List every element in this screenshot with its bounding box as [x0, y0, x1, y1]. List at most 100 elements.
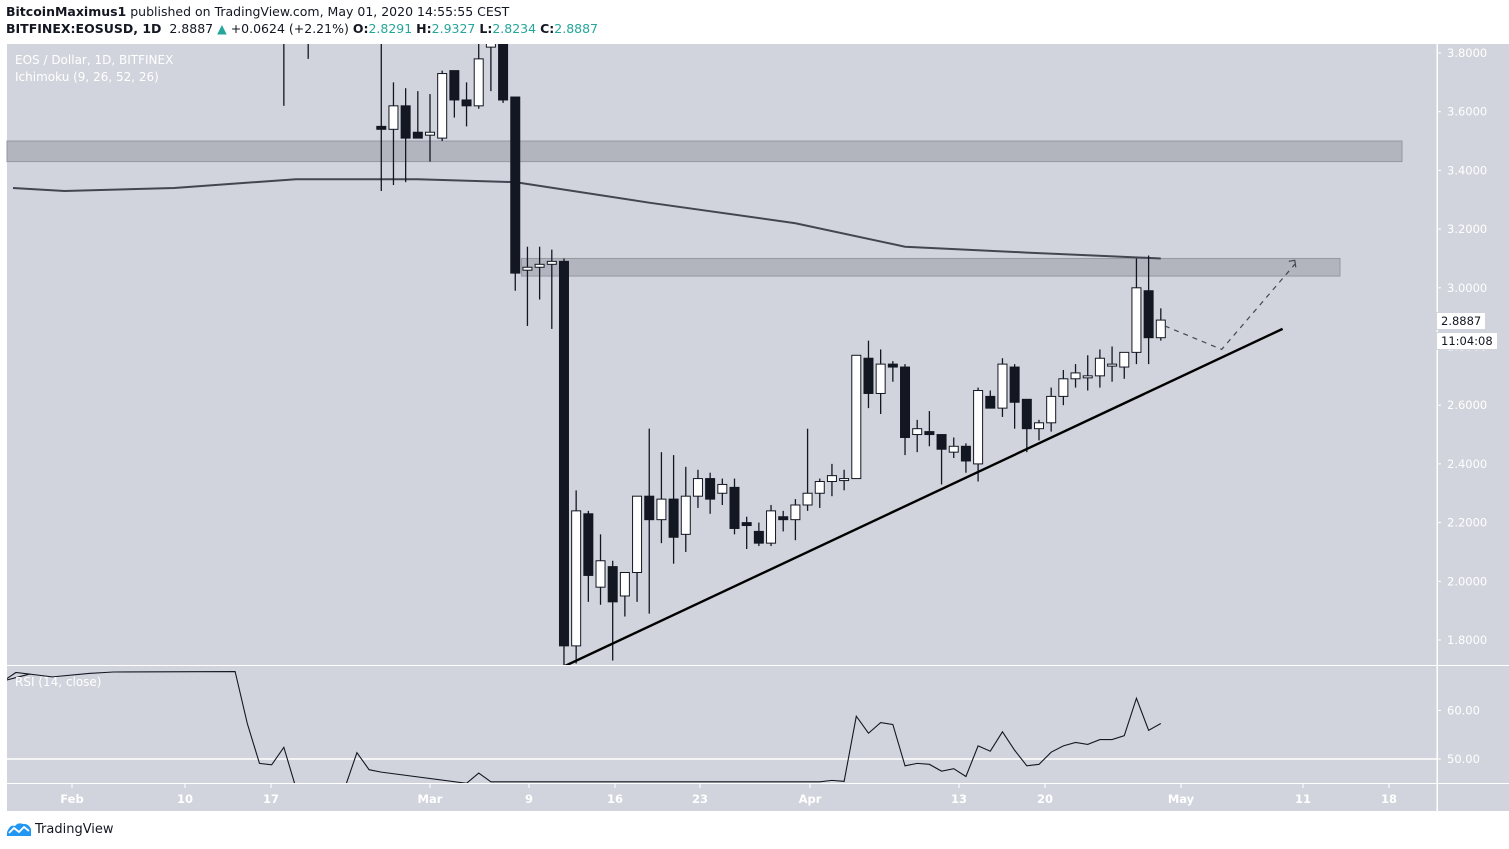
- symbol-label: BITFINEX:EOSUSD, 1D: [6, 21, 162, 36]
- brand-name: TradingView: [35, 821, 114, 837]
- time-tick-label: 16: [607, 792, 623, 806]
- time-tick-label: 20: [1037, 792, 1053, 806]
- candle-body: [1058, 378, 1069, 397]
- candle: [558, 258, 569, 665]
- candle-body: [498, 44, 509, 101]
- candle-body: [680, 495, 691, 535]
- projection-path: [1164, 263, 1296, 351]
- candle: [680, 466, 691, 552]
- candle-body: [668, 498, 679, 538]
- candle-body: [595, 560, 606, 588]
- candle-body: [522, 266, 533, 271]
- candle: [887, 361, 898, 382]
- candle: [485, 44, 496, 92]
- candle: [948, 437, 959, 459]
- high-value: 2.9327: [431, 21, 476, 36]
- candle: [1131, 258, 1142, 365]
- candle-body: [717, 483, 728, 494]
- candle: [1155, 308, 1166, 341]
- high-label: H:: [416, 21, 432, 36]
- time-axis[interactable]: Feb 10 17 Mar 9 16 23 Apr 13 20 May 11 18: [60, 784, 1397, 806]
- candle-body: [619, 571, 630, 597]
- rsi-legend[interactable]: RSI (14, close): [15, 675, 102, 689]
- rsi-axis[interactable]: 60.00 50.00: [1437, 703, 1480, 766]
- resistance-zone-upper: [6, 140, 1403, 163]
- candle-body: [461, 99, 472, 107]
- projection-arrow-icon: [1288, 259, 1297, 268]
- symbol-info-bar: BITFINEX:EOSUSD, 1D 2.8887 ▲ +0.0624 (+2…: [6, 21, 598, 36]
- low-label: L:: [479, 21, 493, 36]
- candle-body: [644, 495, 655, 521]
- candle: [717, 478, 728, 505]
- candle-body: [790, 504, 801, 521]
- time-axis-bg: [7, 784, 1437, 811]
- resistance-zones[interactable]: [6, 140, 1403, 277]
- candlestick-series: [279, 9, 1166, 665]
- candle-body: [814, 481, 825, 494]
- candle: [790, 499, 801, 541]
- close-label: C:: [540, 21, 555, 36]
- time-tick-label: 18: [1381, 792, 1397, 806]
- rsi-tick-label: 60.00: [1447, 703, 1480, 717]
- candle: [692, 469, 703, 508]
- candle-body: [1070, 372, 1081, 380]
- time-tick-label: Feb: [60, 792, 83, 806]
- candle: [960, 443, 971, 473]
- tradingview-brand[interactable]: TradingView: [6, 821, 114, 837]
- candle-body: [960, 445, 971, 462]
- candle-body: [936, 434, 947, 450]
- publish-info: BitcoinMaximus1 published on TradingView…: [6, 4, 509, 19]
- axis-corner: [1438, 784, 1509, 811]
- candle: [1119, 351, 1130, 379]
- candle-body: [1021, 398, 1032, 430]
- low-value: 2.8234: [492, 21, 537, 36]
- candle: [1021, 398, 1032, 453]
- candle: [307, 44, 309, 59]
- candle: [1058, 369, 1069, 406]
- candle: [997, 358, 1008, 417]
- candle: [705, 472, 716, 514]
- ichimoku-legend[interactable]: Ichimoku (9, 26, 52, 26): [15, 70, 159, 84]
- price-tick-label: 2.4000: [1447, 457, 1487, 471]
- candle-body: [826, 475, 837, 483]
- series-legend[interactable]: EOS / Dollar, 1D, BITFINEX: [15, 53, 174, 67]
- price-tick-label: 3.6000: [1447, 105, 1487, 119]
- time-tick-label: 11: [1295, 792, 1311, 806]
- last-price: 2.8887: [169, 21, 214, 36]
- candle: [863, 340, 874, 409]
- candle-body: [802, 492, 813, 506]
- candle: [1094, 349, 1105, 388]
- candle: [595, 534, 606, 605]
- candle-body: [1155, 319, 1166, 339]
- candle: [766, 504, 777, 547]
- candle: [875, 349, 886, 415]
- candle-body: [997, 363, 1008, 409]
- candle: [644, 428, 655, 614]
- rsi-tick-label: 50.00: [1447, 752, 1480, 766]
- candle: [1107, 346, 1118, 382]
- candle-body: [705, 478, 716, 500]
- candle-body: [376, 125, 387, 130]
- candle-body: [485, 44, 496, 48]
- candle-body: [1143, 290, 1154, 339]
- time-tick-label: May: [1168, 792, 1195, 806]
- bar-countdown-tag: 11:04:08: [1436, 332, 1498, 350]
- candle-body: [778, 516, 789, 521]
- trendline-drawings[interactable]: [564, 259, 1297, 666]
- candle: [510, 96, 521, 291]
- candle: [1082, 355, 1093, 391]
- close-value: 2.8887: [554, 21, 599, 36]
- author-name[interactable]: BitcoinMaximus1: [6, 4, 127, 19]
- candle: [839, 469, 850, 491]
- candle-body: [741, 522, 752, 527]
- time-tick-label: 10: [177, 792, 193, 806]
- candle-body: [279, 9, 288, 11]
- price-tick-label: 2.2000: [1447, 516, 1487, 530]
- candle: [498, 44, 509, 103]
- candle-body: [632, 495, 643, 573]
- candle-body: [412, 131, 423, 139]
- candle: [425, 94, 435, 162]
- candle-body: [1107, 363, 1118, 367]
- candle: [900, 364, 911, 456]
